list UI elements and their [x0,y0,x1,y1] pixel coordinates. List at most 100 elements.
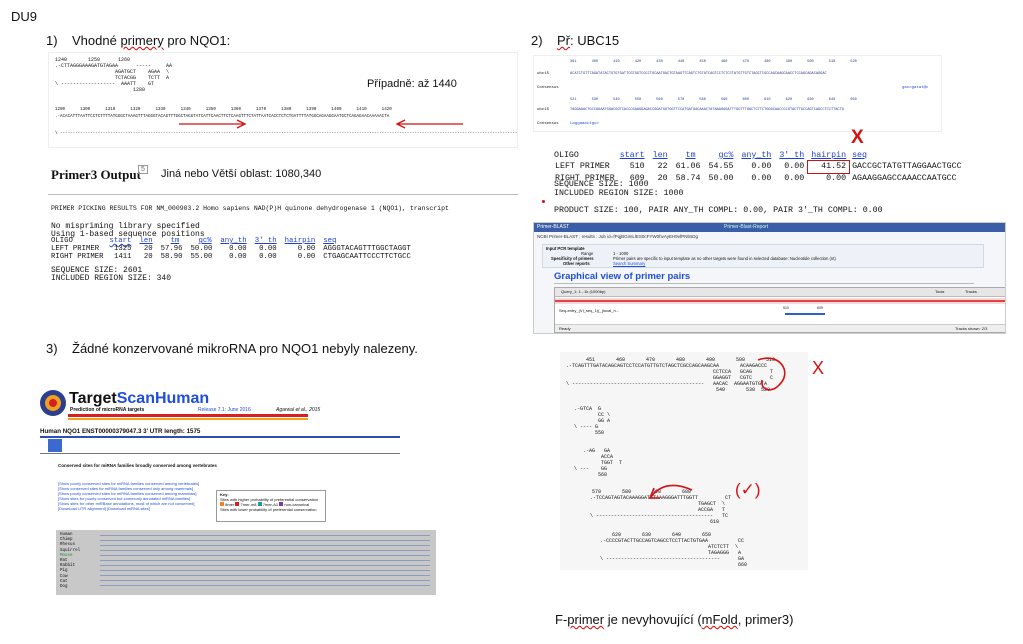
col-gc[interactable]: gc% [718,151,734,160]
consensus-tag-1: gaccgatat@c [902,86,929,90]
cell: 0.00 [784,174,805,183]
cell: LEFT PRIMER [51,245,100,253]
species-label: Human [60,533,73,537]
cell: 57.96 [160,245,183,253]
primer3-divider [48,194,518,195]
cell: RIGHT PRIMER [555,174,615,183]
ts-key-2: Sites with lower probability of preferen… [220,507,317,512]
blast-input-title: Input PCR template [546,246,585,251]
col-3-th[interactable]: 3' th [779,151,805,160]
conclusion-line: F-primer je nevyhovující (mFold, primer3… [555,612,793,627]
col-seq[interactable]: seq [323,237,337,245]
targetscan-panel: TargetScanHuman Prediction of microRNA t… [38,387,468,597]
col-len[interactable]: len [652,151,668,160]
blast-url[interactable]: NCBI Primer-BLAST : results : Job id=fPq… [537,234,699,239]
viewer-tracks[interactable]: Tracks [965,289,977,294]
col-len[interactable]: len [139,237,153,245]
mfold-top-num: 451 460 470 480 490 500 510 [586,357,776,363]
viewer-pos-609: 609 [817,306,823,310]
blast-other-value[interactable]: Search Summary [613,261,646,266]
species-label: Chimp [60,538,73,543]
cell: 0.00 [784,162,805,171]
cell: CTGAGCAATTCCCTTCTGCC [323,253,411,261]
cell: 609 [629,174,645,183]
col-tm[interactable]: tm [170,237,180,245]
primer3-seq-size: SEQUENCE SIZE: 2601 [51,266,143,275]
cell: 20 [143,253,153,261]
blast-range-label: Range [581,251,594,256]
section1-number: 1) [46,33,58,48]
primer-pair-track [785,313,825,315]
ts-link-6[interactable]: [Download UTR alignment] [Download miRNA… [58,506,150,511]
viewer-seq-select[interactable]: Query_1: 1...1k (1000bp) [561,289,606,294]
viewer-statusbar: Ready Tracks shown: 2/3 [555,324,1005,332]
ts-link-4[interactable]: [Show sites for poorly conserved but com… [58,496,191,501]
primer3-note: Jiná nebo Větší oblast: 1080,340 [161,168,322,180]
align-ruler-1: 391 400 410 420 430 440 450 460 470 480 … [570,60,857,64]
ts-link-2[interactable]: [Show conserved sites for miRNA families… [58,486,193,491]
species-label: Rhesus [60,543,76,548]
targetscan-header-bar2 [68,418,308,420]
col-start[interactable]: start [619,151,645,160]
utr-start-block [48,439,62,452]
align-label-1: ubc15 [537,72,550,76]
col-any-th[interactable]: any_th [741,151,772,160]
col-gc[interactable]: gc% [198,237,212,245]
conclusion-word2: mFold [701,612,738,627]
ts-link-1[interactable]: [Show poorly conserved sites for miRNA f… [58,481,200,486]
col-any-th[interactable]: any_th [220,237,247,245]
mfold-end-2: ATCTCTT \ [600,544,739,550]
mfold-end-4: \ --------------------------------------… [600,556,745,562]
graphical-view-title[interactable]: Graphical view of primer pairs [554,271,691,282]
ts-key-legend-row: 8mer 7mer-m8 7mer-A1 non-canonical [220,502,322,507]
utr-bar [40,436,400,438]
cell: 0.00 [259,245,277,253]
primer3-left-primer-row: LEFT PRIMER 1325 20 57.96 50.00 0.00 0.0… [49,245,415,253]
brand-target: Target [69,390,117,407]
legend-7mer-m8: 7mer-m8 [240,502,257,507]
cell: 55.00 [190,253,213,261]
mfold-structure-panel: 451 460 470 480 490 500 510 .-TCAGTTTGAT… [560,352,808,570]
ubc15-left-primer-row: LEFT PRIMER 510 22 61.06 54.55 0.00 0.00… [554,160,965,174]
cell: 58.74 [675,174,701,183]
consensus-tag-2: Laggaaactgcc [570,122,599,126]
col-oligo: OLIGO [51,237,73,245]
col-3-th[interactable]: 3' th [254,237,277,245]
cell: 1411 [113,253,132,261]
seq-top-line5: 1280 [55,87,146,93]
mfold-top-2: CCTCCA GCAG T [566,369,774,375]
seq-top-line1: .-CTTAGGGAAAGATGTAGAA ----- AA [55,63,173,69]
mfold-end-num: 620 630 640 650 [612,532,712,538]
ts-key-1: Sites with higher probability of prefere… [220,497,319,502]
red-x-mark: X [851,127,864,148]
viewer-tools[interactable]: Tools [935,289,945,294]
primer3-table-header: OLIGO start len tm gc% any_th 3' th hair… [49,237,415,245]
seq-bottom-line: .-ACACATTTAATTCCTCTTTTATGGGCTAAAGTTTAGGG… [55,115,390,119]
cell: 510 [629,162,645,171]
targetscan-release: Release 7.1: June 2016 [198,407,251,413]
primer3-region-size: INCLUDED REGION SIZE: 340 [51,274,172,283]
col-hairpin[interactable]: hairpin [811,151,847,160]
viewer-ruler [555,298,1005,304]
ts-link-5[interactable]: [Show sites for other miRBase annotation… [58,501,195,506]
col-seq[interactable]: seq [852,151,868,160]
species-label: Mouse [60,553,73,558]
align-consensus-2: Consensus [537,122,559,126]
mfold-mid-structure: .-GTCA G CC \ GG A \ ---- G 550 [574,406,611,436]
section2-number: 2) [531,33,543,48]
conclusion-post: , primer3) [737,612,794,627]
ts-link-3[interactable]: [Show poorly conserved sites for miRNA f… [58,491,197,496]
targetscan-authors: Agarwal et al., 2015 [276,407,321,413]
cell: 20 [657,174,668,183]
mfold-bottom-1: .-TCCAGTAGTACAAAGGATATAAAGGGATTTGGTT CT [590,495,732,501]
blast-range-value: 1 - 1000 [613,251,629,256]
col-start[interactable]: start [109,237,132,245]
blast-title-bar: Primer-BLAST Primer-Blast-Report [534,223,1005,232]
mfold-top-3: GGAGGT CGTC C [566,375,774,381]
section1-heading-post: pro NQO1: [163,33,231,48]
seq-top-line4: \ ------------------ AAATT GT [55,81,155,87]
col-tm[interactable]: tm [685,151,696,160]
cell: GACCGCTATGTTAGGAACTGCC [852,162,962,171]
col-hairpin[interactable]: hairpin [284,237,316,245]
seq-top-line3: TCTACGG TCTT A [55,75,170,81]
